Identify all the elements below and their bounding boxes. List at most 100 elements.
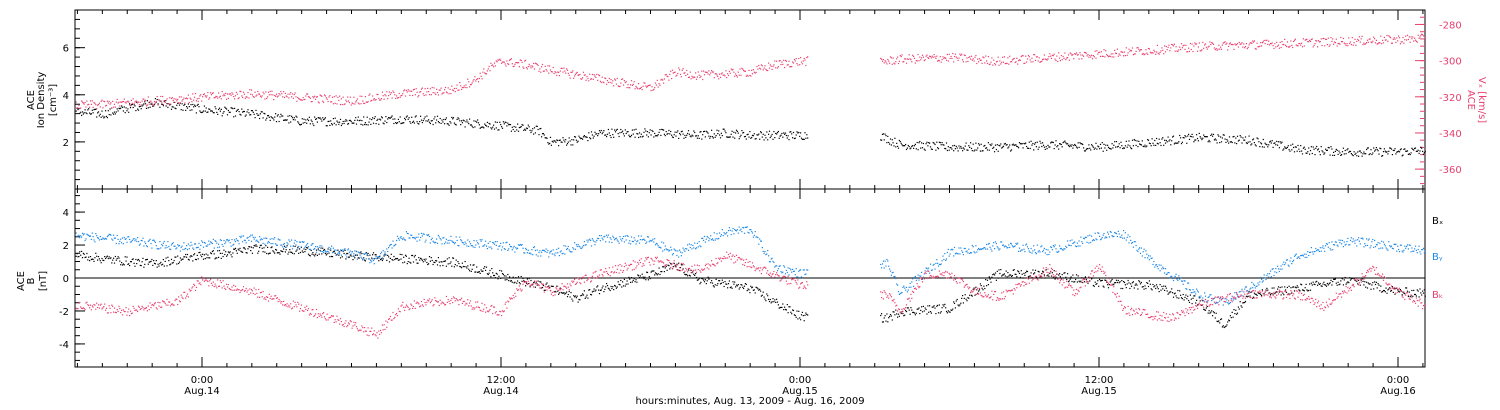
vx-point <box>561 67 563 69</box>
bx-point <box>1381 291 1383 293</box>
density-point <box>1379 147 1381 149</box>
by-point <box>104 238 106 240</box>
vx-point <box>1311 38 1313 40</box>
bx-point <box>296 249 298 251</box>
density-point <box>165 105 167 107</box>
density-point <box>560 141 562 143</box>
vx-point <box>553 72 555 75</box>
density-point <box>753 133 755 135</box>
bx-point <box>107 257 109 260</box>
density-point <box>1032 142 1034 145</box>
vx-point <box>383 98 385 100</box>
vx-point <box>426 91 428 93</box>
density-point <box>1170 144 1172 146</box>
bx-point <box>122 263 124 265</box>
bx-point <box>446 258 448 260</box>
bx-point <box>923 310 925 312</box>
vx-point <box>441 93 443 95</box>
density-point <box>398 121 400 123</box>
density-point <box>618 135 620 138</box>
vx-point <box>574 75 576 77</box>
bx-point <box>894 314 896 316</box>
bx-point <box>166 265 168 267</box>
bx-point <box>552 285 554 287</box>
by-point <box>479 239 481 241</box>
bx-point <box>1254 293 1256 295</box>
by-point <box>546 251 548 253</box>
bx-point <box>430 257 432 259</box>
vx-point <box>290 92 292 94</box>
by-point <box>460 239 462 241</box>
bx-point <box>98 258 100 260</box>
by-point <box>132 238 134 240</box>
by-point <box>451 240 453 242</box>
y-tick-label: -300 <box>1439 57 1462 68</box>
vx-point <box>1363 42 1365 44</box>
vx-point <box>157 104 159 106</box>
vx-point <box>539 68 541 70</box>
density-axis-label-line1: ACE <box>26 90 37 110</box>
density-point <box>595 133 597 135</box>
by-point <box>196 246 198 249</box>
bx-point <box>527 283 529 285</box>
bx-point <box>960 302 962 304</box>
density-point <box>1381 155 1383 157</box>
bx-point <box>384 253 386 255</box>
vx-point <box>422 93 424 95</box>
density-point <box>500 124 502 126</box>
bx-point <box>1192 297 1194 299</box>
bx-point <box>1267 289 1269 291</box>
density-point <box>506 125 508 127</box>
vx-point <box>287 93 289 95</box>
density-point <box>230 107 232 109</box>
bx-point <box>1410 295 1412 297</box>
density-point <box>474 126 476 128</box>
bx-point <box>711 280 713 282</box>
density-point <box>881 139 883 141</box>
vx-point <box>476 78 478 80</box>
bx-point <box>965 298 967 300</box>
vx-point <box>258 93 260 95</box>
density-point <box>351 122 353 124</box>
bx-point <box>622 285 625 287</box>
bx-point <box>571 298 573 300</box>
density-point <box>662 129 664 131</box>
bx-point <box>990 281 992 283</box>
vx-point <box>973 60 975 62</box>
vx-point <box>731 69 733 71</box>
density-point <box>323 119 325 121</box>
by-point <box>153 240 156 242</box>
density-point <box>1026 147 1029 149</box>
vx-point <box>1132 54 1134 56</box>
density-point <box>1223 134 1225 136</box>
bx-point <box>311 253 313 255</box>
bx-point <box>172 262 174 264</box>
bx-point <box>322 247 324 249</box>
bx-point <box>1382 291 1384 293</box>
vx-point <box>205 96 207 98</box>
vx-point <box>764 65 766 67</box>
vx-point <box>291 96 293 98</box>
vx-point <box>384 94 386 96</box>
vx-point <box>606 80 609 82</box>
vx-point <box>1034 54 1036 56</box>
bx-point <box>234 247 237 249</box>
vx-point <box>959 53 961 55</box>
density-point <box>176 104 178 106</box>
density-point <box>478 124 480 126</box>
bx-point <box>110 257 112 259</box>
density-point <box>1031 144 1033 146</box>
vx-point <box>673 71 675 74</box>
vx-point <box>1005 63 1007 65</box>
vx-point <box>1074 53 1076 55</box>
vx-point <box>1059 57 1061 59</box>
bx-point <box>787 312 789 314</box>
vx-point <box>488 65 490 68</box>
vx-point <box>1418 37 1420 39</box>
bx-point <box>524 281 526 283</box>
density-point <box>1372 152 1374 154</box>
density-point <box>199 110 201 112</box>
bx-point <box>953 302 956 304</box>
vx-point <box>907 58 909 60</box>
density-point <box>912 145 914 147</box>
